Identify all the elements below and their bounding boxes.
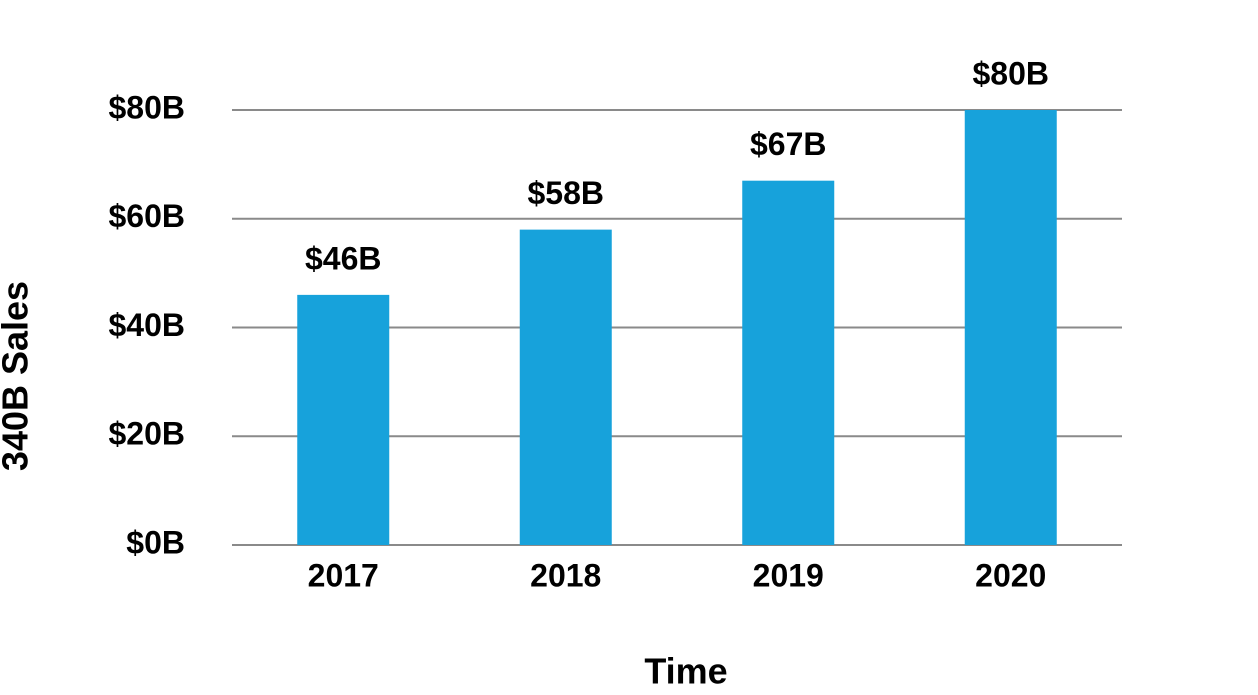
x-tick-label: 2017: [308, 557, 379, 593]
y-tick-label: $0B: [126, 524, 185, 560]
bar: [297, 294, 390, 545]
x-tick-label: 2020: [975, 557, 1046, 593]
y-tick-label: $80B: [109, 89, 186, 125]
x-tick-label: 2018: [530, 557, 601, 593]
y-axis-title: 340B Sales: [0, 281, 36, 471]
value-label: $58B: [528, 175, 605, 211]
bar: [964, 110, 1057, 545]
value-label: $67B: [750, 126, 827, 162]
bar: [742, 180, 835, 545]
bar: [519, 229, 612, 545]
y-tick-label: $40B: [109, 307, 186, 343]
y-tick-label: $60B: [109, 198, 186, 234]
value-label: $46B: [305, 240, 382, 276]
value-label: $80B: [973, 55, 1050, 91]
x-tick-label: 2019: [753, 557, 824, 593]
x-axis-title: Time: [644, 651, 727, 692]
y-tick-label: $20B: [109, 416, 186, 452]
